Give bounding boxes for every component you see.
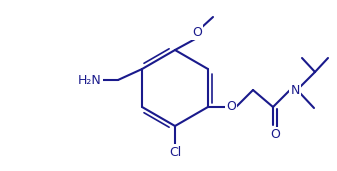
Text: O: O xyxy=(270,128,280,141)
Text: H₂N: H₂N xyxy=(78,74,102,87)
Text: N: N xyxy=(290,83,300,96)
Text: Cl: Cl xyxy=(169,146,181,159)
Text: O: O xyxy=(192,25,202,38)
Text: O: O xyxy=(226,101,236,114)
